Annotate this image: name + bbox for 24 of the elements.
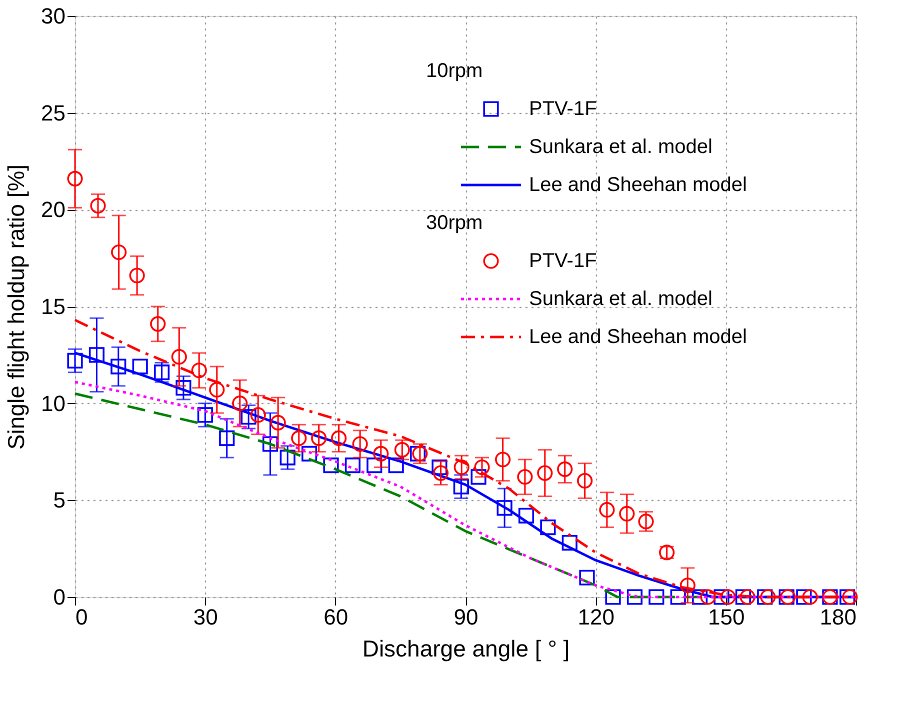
annotation: 30rpm [426, 212, 483, 234]
x-tick-label: 180 [820, 604, 856, 630]
y-tick-label: 20 [41, 197, 66, 222]
y-tick-label: 30 [41, 4, 66, 28]
x-tick-label: 150 [708, 604, 745, 630]
x-tick-label: 120 [578, 604, 615, 630]
x-axis-title: Discharge angle [ ° ] [362, 636, 570, 662]
y-tick-label: 0 [53, 584, 66, 610]
y-tick-label: 15 [41, 294, 66, 319]
x-tick-label: 90 [454, 604, 478, 630]
x-tick-label: 30 [193, 604, 218, 630]
legend-label: PTV-1F [529, 250, 597, 272]
x-tick-label: 0 [76, 604, 88, 630]
y-tick-label: 25 [41, 100, 66, 126]
y-tick-label: 10 [41, 390, 66, 416]
legend-label: PTV-1F [529, 98, 597, 120]
y-axis-title: Single flight holdup ratio [%] [3, 164, 30, 450]
legend-label: Sunkara et al. model [529, 288, 712, 310]
legend-label: Sunkara et al. model [529, 136, 712, 158]
y-tick-label: 5 [53, 488, 66, 513]
legend-label: Lee and Sheehan model [529, 174, 747, 196]
x-tick-label: 60 [324, 604, 348, 630]
legend-label: Lee and Sheehan model [529, 326, 747, 348]
annotation: 10rpm [426, 60, 483, 82]
